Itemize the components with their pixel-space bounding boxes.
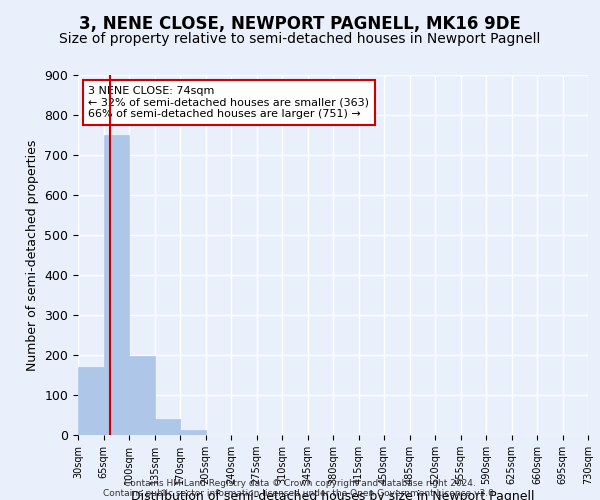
Y-axis label: Number of semi-detached properties: Number of semi-detached properties xyxy=(26,140,39,370)
Bar xyxy=(129,356,155,435)
X-axis label: Distribution of semi-detached houses by size in Newport Pagnell: Distribution of semi-detached houses by … xyxy=(131,490,535,500)
Text: 3, NENE CLOSE, NEWPORT PAGNELL, MK16 9DE: 3, NENE CLOSE, NEWPORT PAGNELL, MK16 9DE xyxy=(79,15,521,33)
Text: 3 NENE CLOSE: 74sqm
← 32% of semi-detached houses are smaller (363)
66% of semi-: 3 NENE CLOSE: 74sqm ← 32% of semi-detach… xyxy=(88,86,369,119)
Bar xyxy=(78,367,104,435)
Text: Contains public sector information licensed under the Open Government Licence v3: Contains public sector information licen… xyxy=(103,488,497,498)
Bar xyxy=(155,419,180,435)
Bar xyxy=(180,430,205,435)
Text: Contains HM Land Registry data © Crown copyright and database right 2024.: Contains HM Land Registry data © Crown c… xyxy=(124,478,476,488)
Bar xyxy=(104,134,129,435)
Text: Size of property relative to semi-detached houses in Newport Pagnell: Size of property relative to semi-detach… xyxy=(59,32,541,46)
